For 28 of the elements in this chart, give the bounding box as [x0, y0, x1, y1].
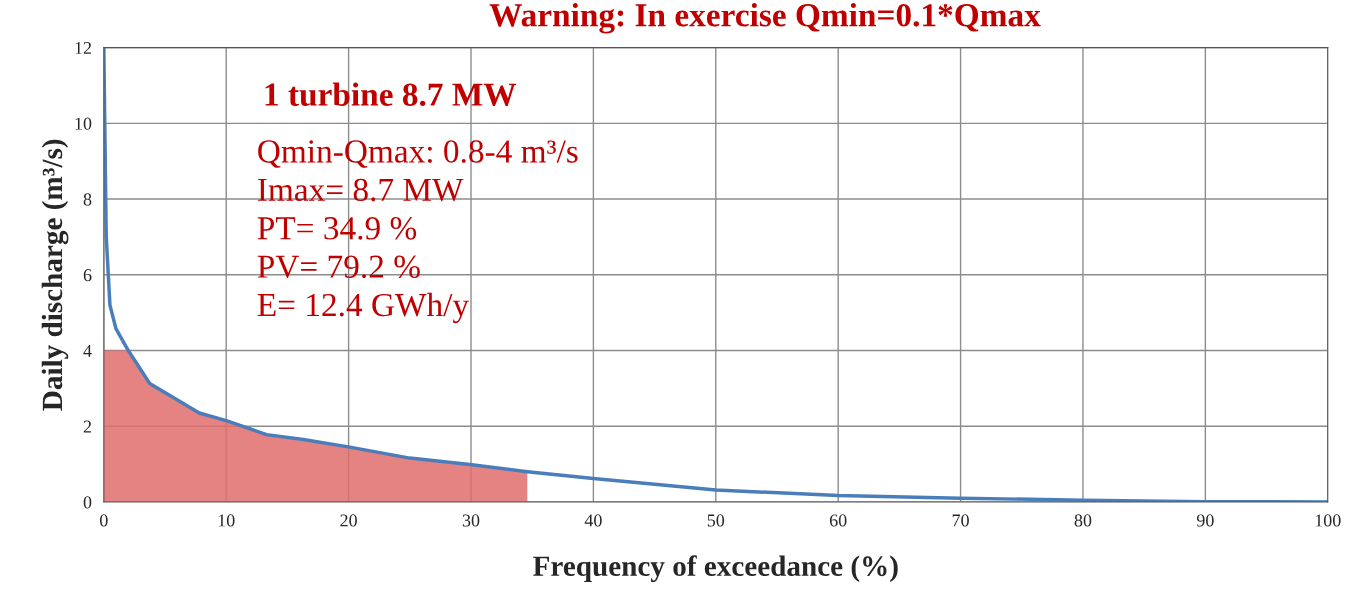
annotation: PV= 79.2 %	[257, 255, 420, 279]
line-series	[103, 47, 1328, 503]
chart-title: Warning: In exercise Qmin=0.1*Qmax	[489, 3, 1041, 34]
x-tick-label: 90	[1196, 514, 1214, 527]
x-tick-label: 40	[584, 514, 602, 527]
y-tick-label: 0	[83, 496, 92, 509]
annotation: E= 12.4 GWh/y	[257, 292, 469, 324]
x-tick-label: 0	[99, 514, 108, 527]
annotation: Imax= 8.7 MW	[258, 178, 464, 202]
x-tick-label: 50	[707, 514, 725, 527]
annotation: PT= 34.9 %	[257, 217, 417, 240]
x-tick-label: 20	[340, 514, 357, 527]
x-tick-label: 70	[952, 514, 969, 527]
y-axis-title: Daily discharge (m³/s)	[41, 139, 69, 411]
y-tick-label: 12	[75, 41, 92, 54]
x-tick-label: 60	[829, 514, 847, 527]
y-tick-label: 2	[83, 420, 92, 433]
y-tick-label: 6	[83, 269, 92, 282]
x-tick-label: 80	[1074, 514, 1092, 527]
x-tick-label: 100	[1315, 514, 1341, 527]
y-tick-label: 4	[83, 344, 92, 357]
x-tick-label: 30	[462, 514, 480, 527]
x-tick-label: 10	[218, 514, 235, 527]
y-tick-label: 8	[83, 193, 92, 206]
x-axis-title: Frequency of exceedance (%)	[533, 555, 898, 583]
annotation: 1 turbine 8.7 MW	[265, 82, 517, 107]
annotation: Qmin-Qmax: 0.8-4 m³/s	[258, 140, 578, 168]
y-tick-label: 10	[75, 117, 92, 130]
